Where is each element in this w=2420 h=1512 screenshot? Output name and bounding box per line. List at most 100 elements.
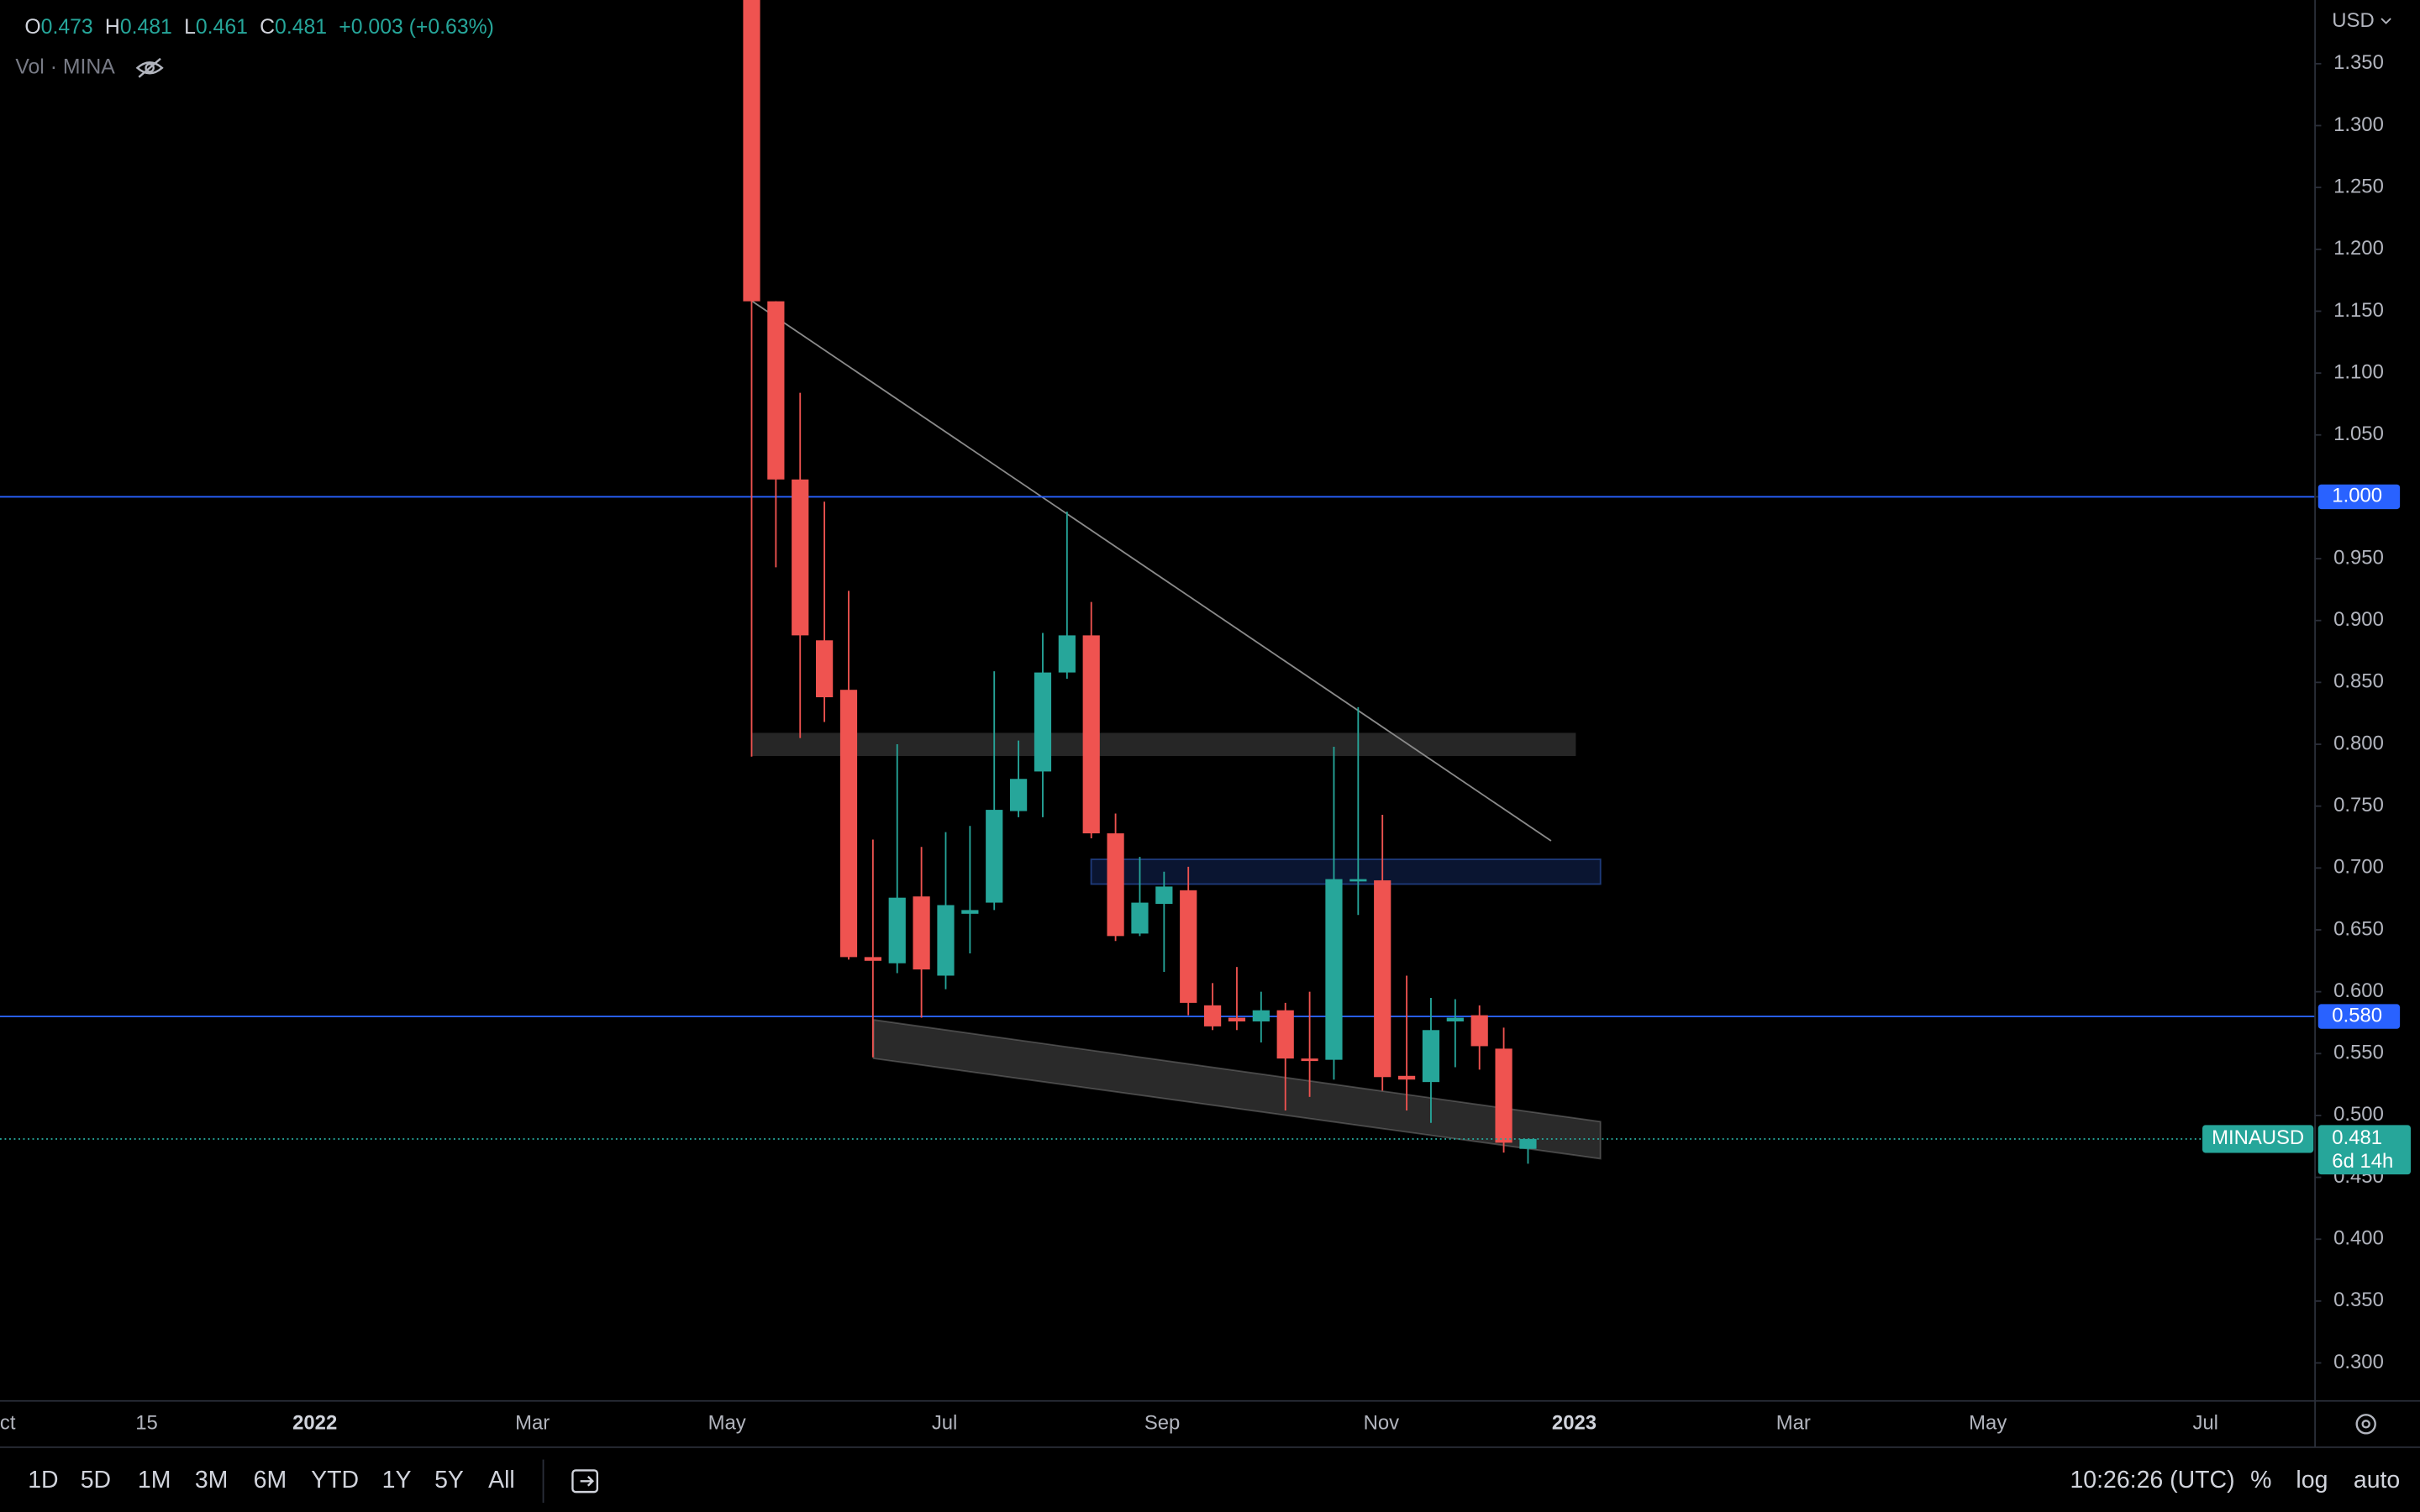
value: 0.481 (275, 16, 327, 39)
last-price-box (2317, 1125, 2411, 1175)
x-tick-label: Mar (515, 1412, 550, 1435)
candle-body (1397, 1075, 1416, 1080)
candle-body (767, 301, 785, 480)
label: C (260, 16, 275, 39)
label: H (105, 16, 120, 39)
y-tick-label: 0.850 (2333, 670, 2384, 693)
y-tick-label: 1.150 (2333, 299, 2384, 322)
candle-body (1034, 672, 1052, 772)
value: 0.461 (196, 16, 248, 39)
x-tick-label: 2023 (1552, 1412, 1597, 1435)
range-button[interactable]: YTD (311, 1467, 359, 1494)
symbol-label-box (2202, 1125, 2314, 1153)
candle-body (986, 810, 1003, 903)
candle-body (913, 896, 930, 970)
candle-body (839, 690, 858, 958)
settings-icon[interactable] (2355, 1414, 2376, 1435)
candle-body (1155, 886, 1173, 905)
candle-body (1131, 902, 1149, 934)
candle-body (1276, 1010, 1294, 1059)
y-tick-label: 0.700 (2333, 856, 2384, 879)
candle-body (864, 957, 881, 961)
y-tick-label: 0.400 (2333, 1227, 2384, 1250)
y-tick-label: 0.550 (2333, 1042, 2384, 1064)
range-button[interactable]: 1D (28, 1467, 58, 1494)
range-button[interactable]: 3M (195, 1467, 229, 1494)
candle-body (1374, 880, 1392, 1078)
chevron (2381, 18, 2391, 24)
range-button[interactable]: 5Y (434, 1467, 464, 1494)
candle-body (1228, 1017, 1246, 1021)
candle-body (1446, 1017, 1464, 1021)
candle-body (1495, 1048, 1512, 1143)
candle-body (888, 897, 906, 963)
candle-body (1082, 635, 1100, 834)
y-tick-label: 0.350 (2333, 1289, 2384, 1311)
y-tick-label: 1.200 (2333, 237, 2384, 260)
candle-body (1301, 1058, 1318, 1062)
y-tick-label: 0.750 (2333, 794, 2384, 816)
x-tick-label: Mar (1776, 1412, 1811, 1435)
y-tick-label: 1.350 (2333, 51, 2384, 74)
y-tick-label: 0.800 (2333, 732, 2384, 754)
range-button[interactable]: 1Y (382, 1467, 412, 1494)
candle-body (1325, 879, 1343, 1060)
candle-body (1470, 1015, 1488, 1047)
candle-body (961, 910, 979, 914)
value: 0.473 (41, 16, 93, 39)
y-tick-label: 1.300 (2333, 113, 2384, 136)
currency[interactable]: USD (2332, 9, 2374, 32)
visibility-icon[interactable] (135, 57, 164, 78)
candle-body (1107, 833, 1124, 937)
supply-zone (1090, 858, 1602, 885)
y-tick-label: 0.950 (2333, 546, 2384, 569)
x-tick-label: Jul (2192, 1412, 2218, 1435)
x-tick-label: Nov (1364, 1412, 1399, 1435)
candle-body (1422, 1030, 1440, 1083)
symbol-label: MINAUSD (2212, 1126, 2304, 1149)
candle-body (1349, 879, 1367, 882)
auto-toggle[interactable]: auto (2354, 1467, 2400, 1494)
candle-body (1180, 890, 1197, 1003)
trend-line (750, 300, 1552, 842)
y-tick-label: 1.250 (2333, 175, 2384, 197)
y-tick-label: 1.050 (2333, 423, 2384, 445)
label: L (184, 16, 196, 39)
candle-body (1252, 1010, 1270, 1021)
countdown: 6d 14h (2332, 1150, 2393, 1173)
range-button[interactable]: 5D (81, 1467, 111, 1494)
resistance-zone (751, 732, 1576, 756)
candle-body (1009, 779, 1028, 811)
ohlc-legend: O0.473 H0.481 L0.461 C0.481 +0.003 (+0.6… (24, 16, 494, 39)
candle-body (816, 640, 834, 698)
candle-body (1058, 635, 1076, 673)
price-label-box (2317, 484, 2401, 510)
x-tick-label: May (708, 1412, 746, 1435)
y-tick-label: 0.650 (2333, 917, 2384, 940)
x-tick-label: 2022 (292, 1412, 337, 1435)
candle-body (1203, 1005, 1222, 1026)
range-button[interactable]: 6M (254, 1467, 287, 1494)
x-tick-label: 15 (135, 1412, 158, 1435)
volume-label: Vol · MINA (15, 55, 115, 78)
candle-body (937, 905, 955, 976)
value: 0.481 (120, 16, 172, 39)
x-tick-label: May (1969, 1412, 2007, 1435)
percent-toggle[interactable]: % (2250, 1467, 2271, 1494)
log-toggle[interactable]: log (2296, 1467, 2328, 1494)
range-button[interactable]: 1M (138, 1467, 171, 1494)
y-tick-label: 0.600 (2333, 979, 2384, 1002)
range-button[interactable]: All (488, 1467, 515, 1494)
y-tick-label: 0.500 (2333, 1103, 2384, 1126)
x-tick-label: ct (0, 1412, 16, 1435)
change: +0.003 (+0.63%) (339, 16, 494, 39)
plot-area (0, 0, 2316, 1164)
y-tick-label: 0.900 (2333, 608, 2384, 631)
goto-date-icon[interactable] (571, 1469, 599, 1494)
x-tick-label: Sep (1144, 1412, 1180, 1435)
x-tick-label: Jul (932, 1412, 958, 1435)
candle-body (743, 0, 760, 302)
candle-body (792, 479, 809, 636)
